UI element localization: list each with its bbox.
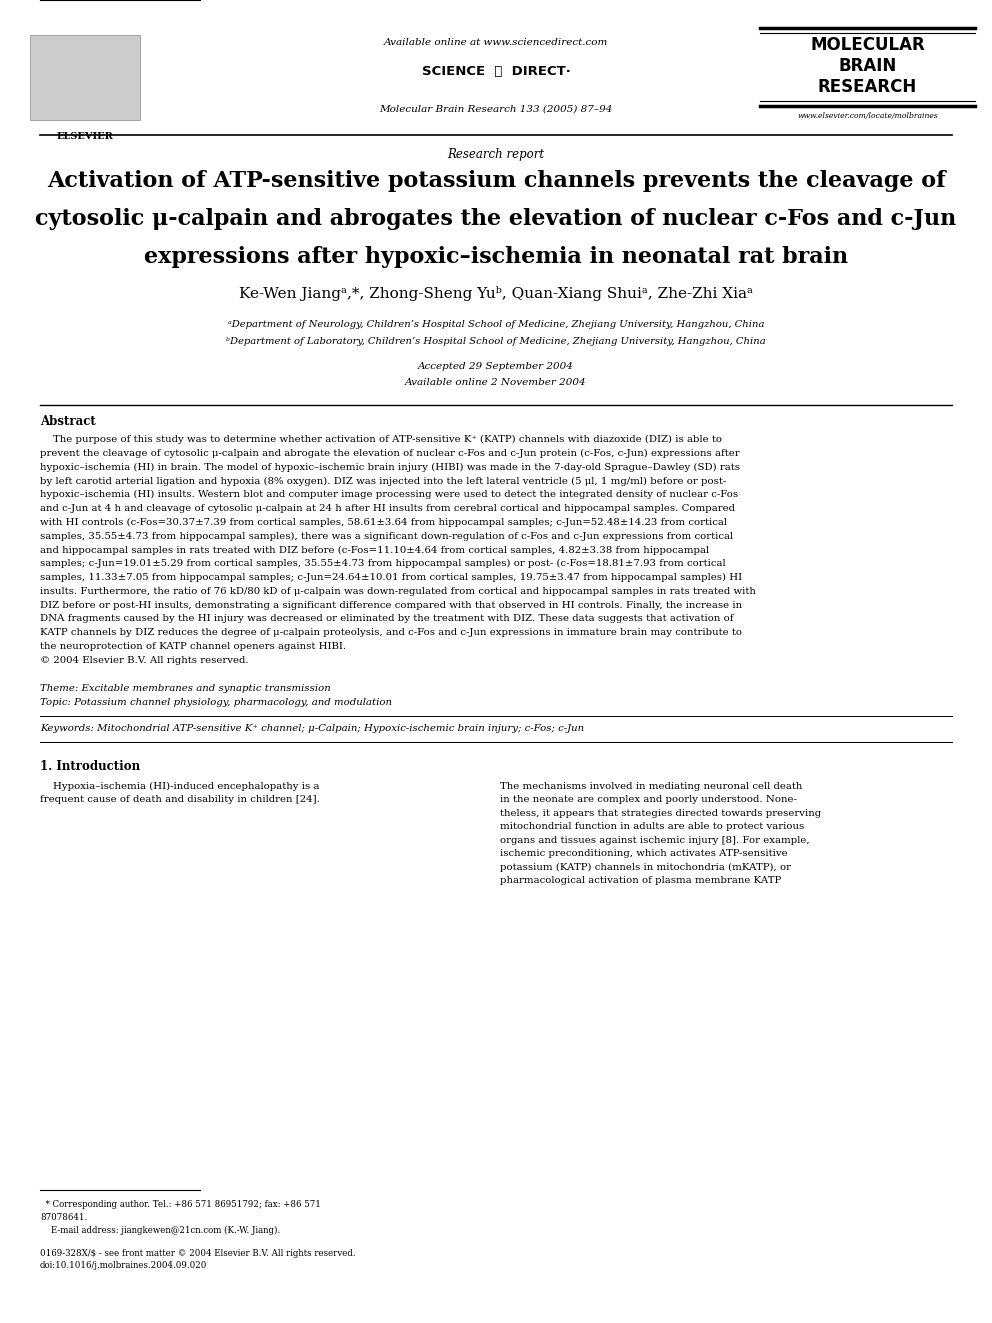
Text: MOLECULAR: MOLECULAR — [810, 36, 925, 54]
Text: Abstract: Abstract — [40, 415, 96, 429]
Text: The purpose of this study was to determine whether activation of ATP-sensitive K: The purpose of this study was to determi… — [40, 435, 722, 445]
Text: Available online at www.sciencedirect.com: Available online at www.sciencedirect.co… — [384, 38, 608, 48]
Text: samples, 35.55±4.73 from hippocampal samples), there was a significant down-regu: samples, 35.55±4.73 from hippocampal sam… — [40, 532, 733, 541]
Text: SCIENCE  ⓓ  DIRECT·: SCIENCE ⓓ DIRECT· — [422, 65, 570, 78]
Text: 1. Introduction: 1. Introduction — [40, 759, 140, 773]
Text: prevent the cleavage of cytosolic μ-calpain and abrogate the elevation of nuclea: prevent the cleavage of cytosolic μ-calp… — [40, 448, 740, 458]
Text: in the neonate are complex and poorly understood. None-: in the neonate are complex and poorly un… — [500, 795, 797, 804]
Text: the neuroprotection of KATP channel openers against HIBI.: the neuroprotection of KATP channel open… — [40, 642, 346, 651]
Bar — [30, 34, 140, 120]
Text: theless, it appears that strategies directed towards preserving: theless, it appears that strategies dire… — [500, 808, 821, 818]
Text: ᵃDepartment of Neurology, Children’s Hospital School of Medicine, Zhejiang Unive: ᵃDepartment of Neurology, Children’s Hos… — [228, 320, 764, 329]
Text: ᵇDepartment of Laboratory, Children’s Hospital School of Medicine, Zhejiang Univ: ᵇDepartment of Laboratory, Children’s Ho… — [226, 337, 766, 347]
Text: and c-Jun at 4 h and cleavage of cytosolic μ-calpain at 24 h after HI insults fr: and c-Jun at 4 h and cleavage of cytosol… — [40, 504, 735, 513]
Text: Keywords: Mitochondrial ATP-sensitive K⁺ channel; μ-Calpain; Hypoxic-ischemic br: Keywords: Mitochondrial ATP-sensitive K⁺… — [40, 724, 584, 733]
Text: doi:10.1016/j.molbraines.2004.09.020: doi:10.1016/j.molbraines.2004.09.020 — [40, 1261, 207, 1270]
Text: Research report: Research report — [447, 148, 545, 161]
Text: Theme: Excitable membranes and synaptic transmission: Theme: Excitable membranes and synaptic … — [40, 684, 330, 693]
Text: Accepted 29 September 2004: Accepted 29 September 2004 — [418, 363, 574, 370]
Text: KATP channels by DIZ reduces the degree of μ-calpain proteolysis, and c-Fos and : KATP channels by DIZ reduces the degree … — [40, 628, 742, 638]
Text: frequent cause of death and disability in children [24].: frequent cause of death and disability i… — [40, 795, 319, 804]
Text: hypoxic–ischemia (HI) in brain. The model of hypoxic–ischemic brain injury (HIBI: hypoxic–ischemia (HI) in brain. The mode… — [40, 463, 740, 472]
Text: Molecular Brain Research 133 (2005) 87–94: Molecular Brain Research 133 (2005) 87–9… — [379, 105, 613, 114]
Text: with HI controls (c-Fos=30.37±7.39 from cortical samples, 58.61±3.64 from hippoc: with HI controls (c-Fos=30.37±7.39 from … — [40, 517, 727, 527]
Text: DNA fragments caused by the HI injury was decreased or eliminated by the treatme: DNA fragments caused by the HI injury wa… — [40, 614, 733, 623]
Text: ischemic preconditioning, which activates ATP-sensitive: ischemic preconditioning, which activate… — [500, 849, 788, 859]
Text: The mechanisms involved in mediating neuronal cell death: The mechanisms involved in mediating neu… — [500, 782, 803, 791]
Text: and hippocampal samples in rats treated with DIZ before (c-Fos=11.10±4.64 from c: and hippocampal samples in rats treated … — [40, 545, 709, 554]
Text: organs and tissues against ischemic injury [8]. For example,: organs and tissues against ischemic inju… — [500, 836, 809, 844]
Text: Available online 2 November 2004: Available online 2 November 2004 — [405, 378, 587, 388]
Text: cytosolic μ-calpain and abrogates the elevation of nuclear c-Fos and c-Jun: cytosolic μ-calpain and abrogates the el… — [36, 208, 956, 230]
Text: mitochondrial function in adults are able to protect various: mitochondrial function in adults are abl… — [500, 822, 805, 831]
Text: © 2004 Elsevier B.V. All rights reserved.: © 2004 Elsevier B.V. All rights reserved… — [40, 656, 249, 664]
Text: samples, 11.33±7.05 from hippocampal samples; c-Jun=24.64±10.01 from cortical sa: samples, 11.33±7.05 from hippocampal sam… — [40, 573, 742, 582]
Text: 0169-328X/$ - see front matter © 2004 Elsevier B.V. All rights reserved.: 0169-328X/$ - see front matter © 2004 El… — [40, 1249, 355, 1258]
Text: RESEARCH: RESEARCH — [817, 78, 918, 97]
Text: Activation of ATP-sensitive potassium channels prevents the cleavage of: Activation of ATP-sensitive potassium ch… — [47, 169, 945, 192]
Text: expressions after hypoxic–ischemia in neonatal rat brain: expressions after hypoxic–ischemia in ne… — [144, 246, 848, 269]
Text: hypoxic–ischemia (HI) insults. Western blot and computer image processing were u: hypoxic–ischemia (HI) insults. Western b… — [40, 491, 738, 499]
Text: 87078641.: 87078641. — [40, 1213, 87, 1222]
Text: insults. Furthermore, the ratio of 76 kD/80 kD of μ-calpain was down-regulated f: insults. Furthermore, the ratio of 76 kD… — [40, 587, 756, 595]
Text: www.elsevier.com/locate/molbraines: www.elsevier.com/locate/molbraines — [798, 112, 937, 120]
Text: pharmacological activation of plasma membrane KATP: pharmacological activation of plasma mem… — [500, 876, 782, 885]
Text: DIZ before or post-HI insults, demonstrating a significant difference compared w: DIZ before or post-HI insults, demonstra… — [40, 601, 742, 610]
Text: Ke-Wen Jiangᵃ,*, Zhong-Sheng Yuᵇ, Quan-Xiang Shuiᵃ, Zhe-Zhi Xiaᵃ: Ke-Wen Jiangᵃ,*, Zhong-Sheng Yuᵇ, Quan-X… — [239, 286, 753, 302]
Text: BRAIN: BRAIN — [838, 57, 897, 75]
Text: ELSEVIER: ELSEVIER — [57, 132, 113, 142]
Text: Hypoxia–ischemia (HI)-induced encephalopathy is a: Hypoxia–ischemia (HI)-induced encephalop… — [40, 782, 319, 791]
Text: potassium (KATP) channels in mitochondria (mKATP), or: potassium (KATP) channels in mitochondri… — [500, 863, 791, 872]
Text: E-mail address: jiangkewen@21cn.com (K.-W. Jiang).: E-mail address: jiangkewen@21cn.com (K.-… — [40, 1226, 281, 1236]
Text: * Corresponding author. Tel.: +86 571 86951792; fax: +86 571: * Corresponding author. Tel.: +86 571 86… — [40, 1200, 320, 1209]
Text: by left carotid arterial ligation and hypoxia (8% oxygen). DIZ was injected into: by left carotid arterial ligation and hy… — [40, 476, 726, 486]
Text: Topic: Potassium channel physiology, pharmacology, and modulation: Topic: Potassium channel physiology, pha… — [40, 697, 392, 706]
Text: samples; c-Jun=19.01±5.29 from cortical samples, 35.55±4.73 from hippocampal sam: samples; c-Jun=19.01±5.29 from cortical … — [40, 560, 725, 569]
